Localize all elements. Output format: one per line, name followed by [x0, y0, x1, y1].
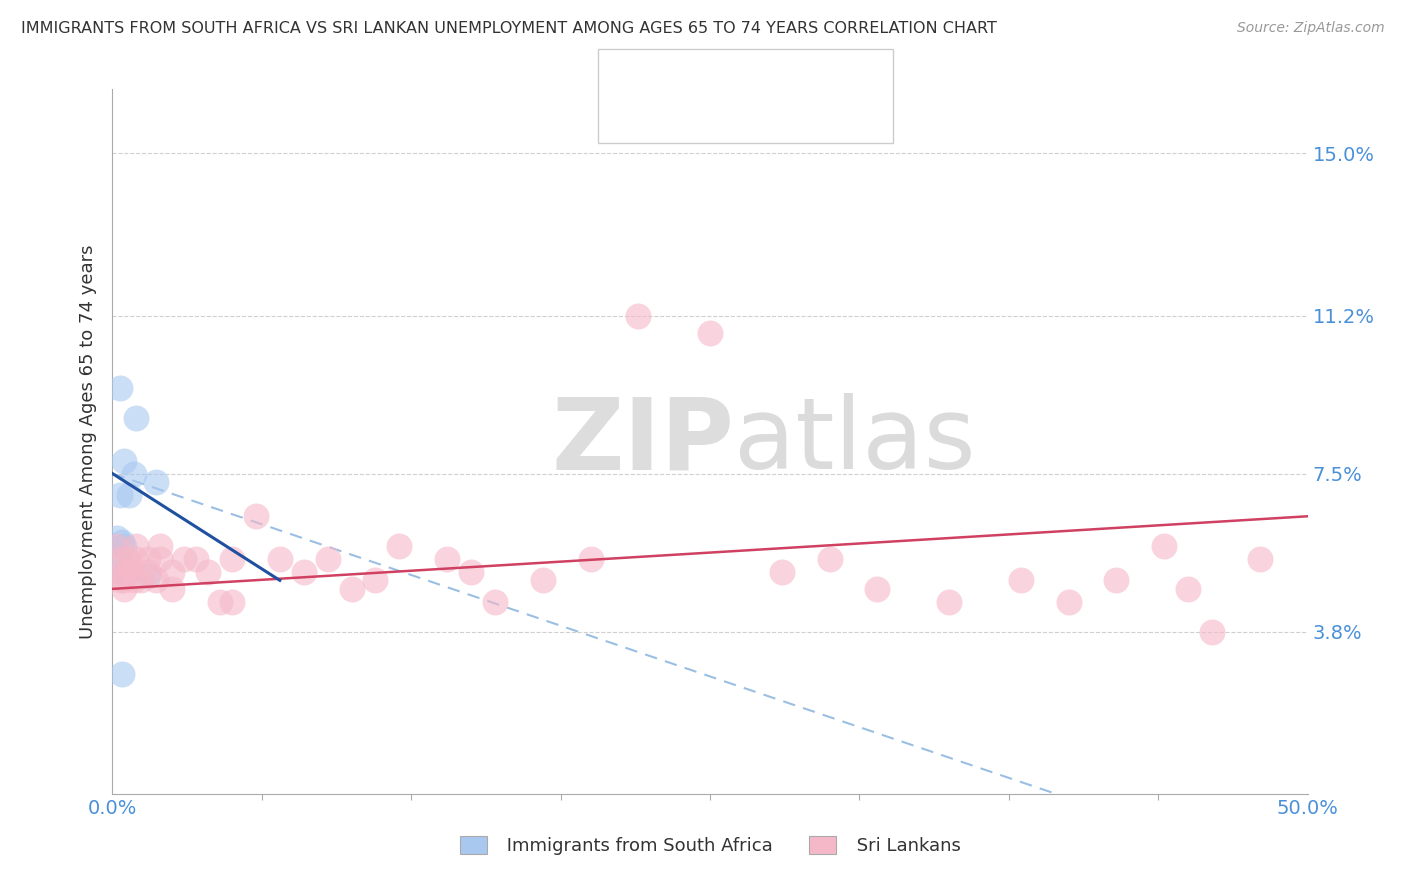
Point: [388, 539, 411, 553]
Point: [129, 574, 152, 588]
Point: [114, 582, 135, 596]
Point: [145, 574, 167, 588]
Text: R =: R =: [644, 103, 681, 120]
Point: [269, 552, 291, 566]
Text: -0.142: -0.142: [672, 68, 731, 86]
Point: [1057, 595, 1080, 609]
Point: [115, 552, 138, 566]
Point: [149, 552, 172, 566]
Point: [105, 531, 128, 545]
Point: [484, 595, 506, 609]
Point: [108, 565, 131, 579]
Point: [221, 595, 243, 609]
Y-axis label: Unemployment Among Ages 65 to 74 years: Unemployment Among Ages 65 to 74 years: [79, 244, 97, 639]
Point: [221, 552, 243, 566]
Point: [1153, 539, 1175, 553]
Point: [108, 552, 131, 566]
Point: [245, 509, 267, 524]
Point: [122, 467, 145, 481]
Point: [125, 539, 148, 553]
Point: [1249, 552, 1271, 566]
Legend:  Immigrants from South Africa,  Sri Lankans: Immigrants from South Africa, Sri Lankan…: [453, 829, 967, 863]
Point: [1010, 574, 1032, 588]
Point: [108, 574, 131, 588]
Point: [186, 552, 208, 566]
Point: [162, 582, 183, 596]
Text: IMMIGRANTS FROM SOUTH AFRICA VS SRI LANKAN UNEMPLOYMENT AMONG AGES 65 TO 74 YEAR: IMMIGRANTS FROM SOUTH AFRICA VS SRI LANK…: [21, 21, 997, 36]
Text: 51: 51: [756, 103, 779, 120]
Point: [364, 574, 387, 588]
Point: [138, 569, 160, 583]
Point: [115, 565, 138, 579]
Point: [866, 582, 889, 596]
Point: [125, 411, 148, 425]
Point: [340, 582, 363, 596]
Point: [1177, 582, 1199, 596]
Point: [173, 552, 195, 566]
Text: N =: N =: [724, 103, 772, 120]
Point: [114, 539, 135, 553]
Text: Source: ZipAtlas.com: Source: ZipAtlas.com: [1237, 21, 1385, 35]
Text: N =: N =: [724, 68, 772, 86]
Point: [108, 488, 131, 502]
Text: R =: R =: [644, 68, 681, 86]
Point: [209, 595, 232, 609]
Point: [1201, 624, 1223, 639]
Text: 15: 15: [756, 68, 779, 86]
Point: [699, 326, 721, 340]
Point: [138, 565, 160, 579]
Point: [460, 565, 482, 579]
Point: [197, 565, 219, 579]
Point: [111, 565, 134, 579]
Point: [122, 574, 145, 588]
Point: [105, 539, 128, 553]
Point: [111, 535, 134, 549]
Point: [118, 565, 141, 579]
Point: [627, 309, 650, 323]
Point: [114, 454, 135, 468]
Point: [125, 552, 148, 566]
Point: [436, 552, 458, 566]
Point: [118, 488, 141, 502]
Point: [108, 381, 131, 395]
Point: [105, 552, 128, 566]
Point: [111, 667, 134, 681]
Point: [114, 574, 135, 588]
Point: [149, 539, 172, 553]
Point: [316, 552, 339, 566]
Point: [770, 565, 793, 579]
Point: [292, 565, 315, 579]
Point: [162, 565, 183, 579]
Point: [121, 560, 143, 574]
Point: [938, 595, 960, 609]
Point: [145, 475, 167, 489]
Point: [531, 574, 554, 588]
Text: ZIP: ZIP: [551, 393, 734, 490]
Point: [818, 552, 841, 566]
Text: 0.075: 0.075: [672, 103, 724, 120]
Point: [579, 552, 602, 566]
Point: [1105, 574, 1128, 588]
Point: [138, 552, 160, 566]
Text: atlas: atlas: [734, 393, 976, 490]
